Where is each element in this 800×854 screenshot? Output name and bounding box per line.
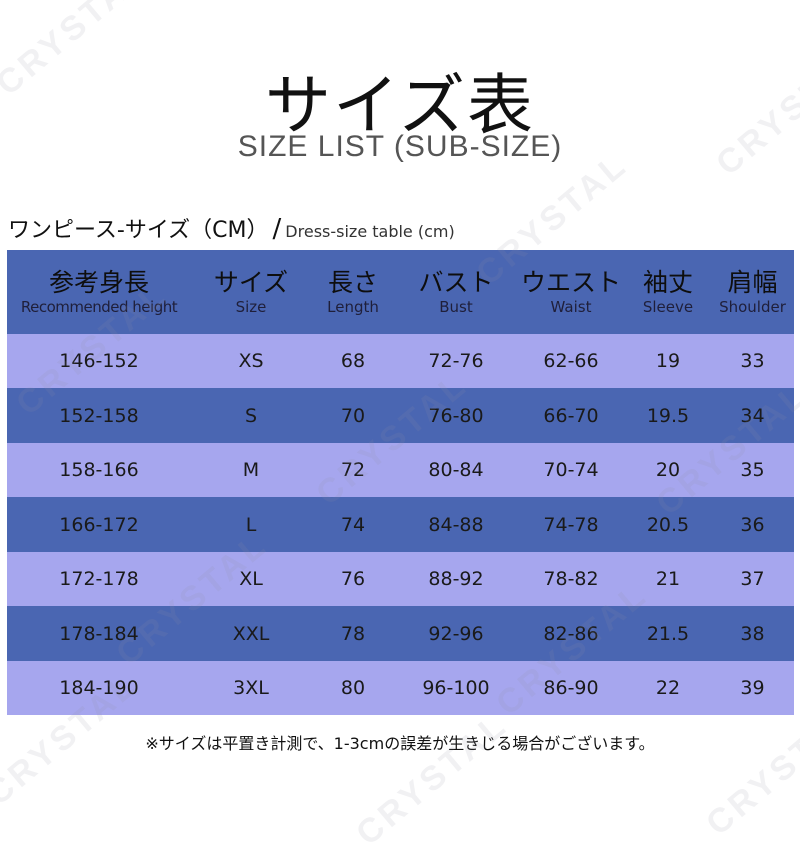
cell-bust: 72-76: [428, 350, 484, 372]
cell-sleeve: 21.5: [646, 622, 690, 645]
cell-height: 152-158: [59, 404, 139, 427]
header-shoulder: 肩幅 Shoulder: [719, 268, 786, 316]
header-waist: ウエスト Waist: [520, 268, 621, 316]
header-height: 参考身長 Recommended height: [20, 268, 178, 316]
table-row: 146-152 XS 68 72-76 62-66 19 33: [7, 334, 794, 388]
table-caption: ワンピース-サイズ（CM） / Dress-size table (cm): [8, 212, 455, 244]
cell-shoulder: 38: [740, 622, 765, 645]
footnote: ※サイズは平置き計測で、1-3cmの誤差が生きじる場合がございます。: [145, 734, 655, 753]
caption-slash: /: [272, 214, 282, 244]
cell-shoulder: 37: [740, 568, 765, 590]
cell-bust: 88-92: [428, 568, 484, 590]
cell-sleeve: 21: [655, 568, 681, 590]
size-table: 参考身長 Recommended height サイズ Size 長さ Leng…: [7, 250, 794, 715]
cell-size: L: [245, 513, 257, 536]
cell-length: 74: [340, 513, 366, 536]
cell-height: 184-190: [59, 677, 139, 699]
table-row: 166-172 L 74 84-88 74-78 20.5 36: [7, 497, 794, 552]
table-row: 172-178 XL 76 88-92 78-82 21 37: [7, 552, 794, 606]
watermark: CRYSTAL: [349, 705, 516, 854]
cell-waist: 78-82: [543, 568, 599, 590]
cell-waist: 62-66: [543, 350, 599, 372]
cell-bust: 84-88: [428, 513, 484, 536]
cell-sleeve: 19.5: [646, 404, 690, 427]
cell-sleeve: 19: [655, 350, 681, 372]
cell-waist: 66-70: [543, 404, 599, 427]
cell-shoulder: 39: [740, 677, 765, 699]
cell-size: M: [242, 459, 260, 481]
table-row: 178-184 XXL 78 92-96 82-86 21.5 38: [7, 606, 794, 661]
watermark: CRYSTAL: [699, 695, 800, 844]
cell-bust: 76-80: [428, 404, 484, 427]
table-row: 152-158 S 70 76-80 66-70 19.5 34: [7, 388, 794, 443]
table-row: 158-166 M 72 80-84 70-74 20 35: [7, 443, 794, 497]
header-length: 長さ Length: [327, 268, 379, 316]
cell-size: XL: [239, 568, 263, 590]
cell-height: 172-178: [59, 568, 139, 590]
cell-size: 3XL: [233, 677, 269, 699]
cell-size: S: [244, 404, 258, 427]
cell-waist: 86-90: [543, 677, 599, 699]
cell-size: XXL: [232, 622, 270, 645]
cell-waist: 74-78: [543, 513, 599, 536]
cell-bust: 96-100: [422, 677, 490, 699]
cell-height: 166-172: [59, 513, 139, 536]
cell-shoulder: 34: [740, 404, 765, 427]
cell-waist: 70-74: [543, 459, 599, 481]
cell-sleeve: 20: [655, 459, 681, 481]
page-subtitle: SIZE LIST (SUB-SIZE): [237, 130, 563, 163]
header-size: サイズ Size: [213, 268, 289, 316]
cell-height: 178-184: [59, 622, 139, 645]
cell-shoulder: 33: [740, 350, 765, 372]
cell-length: 68: [340, 350, 366, 372]
cell-length: 70: [340, 404, 366, 427]
cell-height: 158-166: [59, 459, 139, 481]
cell-height: 146-152: [59, 350, 139, 372]
caption-jp: ワンピース-サイズ（CM）: [8, 218, 269, 243]
cell-bust: 80-84: [428, 459, 484, 481]
cell-length: 80: [340, 677, 366, 699]
cell-shoulder: 35: [740, 459, 765, 481]
header-sleeve: 袖丈 Sleeve: [642, 268, 694, 316]
cell-bust: 92-96: [428, 622, 484, 645]
page-title: サイズ表: [264, 67, 536, 144]
header-bust: バスト Bust: [418, 268, 494, 316]
cell-waist: 82-86: [543, 622, 599, 645]
table-header-row: 参考身長 Recommended height サイズ Size 長さ Leng…: [7, 250, 794, 334]
cell-shoulder: 36: [740, 513, 765, 536]
cell-length: 72: [340, 459, 366, 481]
cell-sleeve: 22: [655, 677, 681, 699]
caption-en: Dress-size table (cm): [285, 222, 455, 241]
cell-length: 78: [340, 622, 366, 645]
cell-length: 76: [340, 568, 366, 590]
cell-size: XS: [238, 350, 264, 372]
table-row: 184-190 3XL 80 96-100 86-90 22 39: [7, 661, 794, 715]
cell-sleeve: 20.5: [646, 513, 690, 536]
